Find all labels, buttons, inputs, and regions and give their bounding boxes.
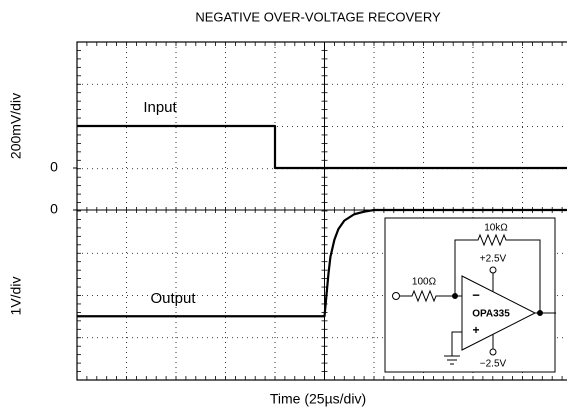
- opamp: [461, 275, 537, 351]
- y-tick-label: 0: [50, 159, 58, 175]
- resistor: [454, 233, 541, 313]
- legend-label: Output: [150, 290, 196, 307]
- trace: [77, 124, 567, 170]
- inset-box: [384, 217, 556, 373]
- x-axis-label: Time (25µs/div): [270, 391, 366, 407]
- inset-label: −: [472, 287, 480, 302]
- wire: [451, 331, 462, 356]
- inset-schematic: [384, 217, 556, 373]
- grid: [76, 41, 567, 381]
- legend-label: Input: [143, 99, 177, 116]
- inset-label: 100Ω: [412, 277, 437, 288]
- terminal: [392, 292, 400, 300]
- trace: [77, 208, 567, 318]
- y-axis-label: 200mV/div: [8, 93, 24, 159]
- chart-title: NEGATIVE OVER-VOLTAGE RECOVERY: [195, 9, 441, 24]
- inset-label: +2.5V: [480, 254, 507, 265]
- inset-label: OPA335: [472, 309, 510, 320]
- inset-label: −2.5V: [480, 359, 507, 370]
- inset-label: +: [472, 323, 479, 337]
- y-tick-label: 0: [50, 201, 58, 217]
- node: [537, 310, 543, 316]
- y-axis-label: 1V/div: [8, 277, 24, 316]
- traces: 0 Input 0 Output: [50, 99, 567, 318]
- resistor: [400, 289, 462, 303]
- inset-label: 10kΩ: [484, 223, 508, 234]
